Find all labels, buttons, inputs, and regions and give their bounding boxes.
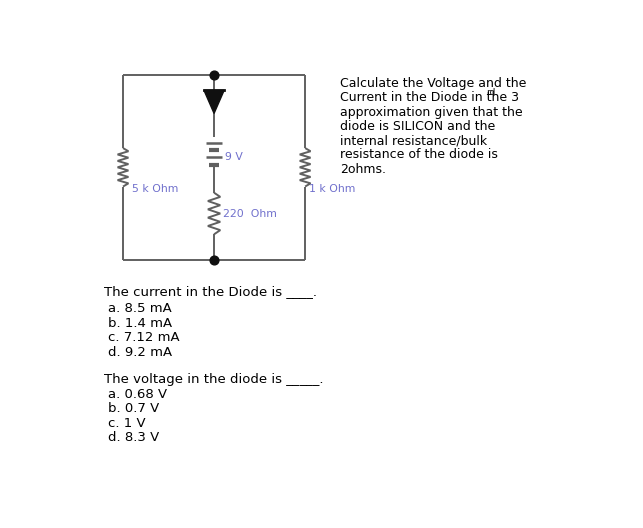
Text: The voltage in the diode is _____.: The voltage in the diode is _____. <box>104 373 323 386</box>
Text: a. 8.5 mA: a. 8.5 mA <box>107 302 171 315</box>
Text: d. 9.2 mA: d. 9.2 mA <box>107 346 172 359</box>
Text: 220  Ohm: 220 Ohm <box>223 209 277 219</box>
Text: d. 8.3 V: d. 8.3 V <box>107 431 159 445</box>
Text: c. 1 V: c. 1 V <box>107 417 145 430</box>
Text: b. 1.4 mA: b. 1.4 mA <box>107 317 172 329</box>
Text: 9 V: 9 V <box>225 152 243 162</box>
Text: diode is SILICON and the: diode is SILICON and the <box>340 120 495 133</box>
Text: internal resistance/bulk: internal resistance/bulk <box>340 134 487 147</box>
Text: 1 k Ohm: 1 k Ohm <box>309 184 356 194</box>
Text: The current in the Diode is ____.: The current in the Diode is ____. <box>104 285 316 298</box>
Text: approximation given that the: approximation given that the <box>340 106 523 119</box>
Text: Current in the Diode in the 3: Current in the Diode in the 3 <box>340 91 519 105</box>
Text: b. 0.7 V: b. 0.7 V <box>107 402 159 415</box>
Text: c. 7.12 mA: c. 7.12 mA <box>107 332 179 344</box>
Text: resistance of the diode is: resistance of the diode is <box>340 148 498 162</box>
Text: a. 0.68 V: a. 0.68 V <box>107 388 167 401</box>
Polygon shape <box>204 90 224 114</box>
Text: rd: rd <box>487 88 496 97</box>
Text: 2ohms.: 2ohms. <box>340 163 386 176</box>
Text: Calculate the Voltage and the: Calculate the Voltage and the <box>340 77 527 90</box>
Text: 5 k Ohm: 5 k Ohm <box>132 184 178 194</box>
